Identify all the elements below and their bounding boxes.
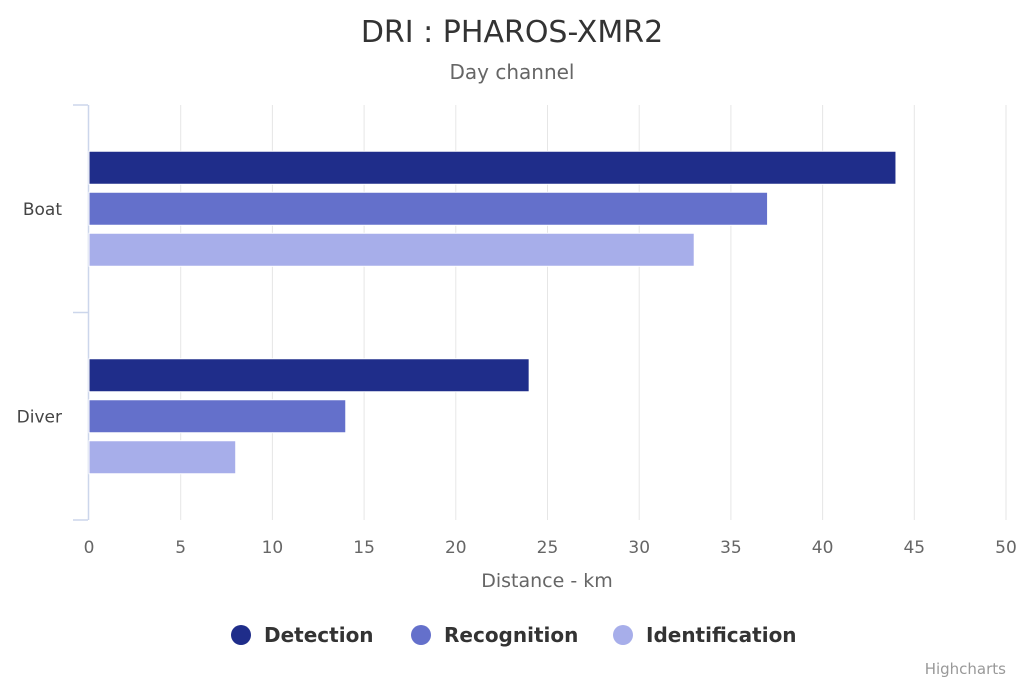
- bar-recognition-diver[interactable]: [88, 399, 347, 434]
- legend-label-identification: Identification: [646, 623, 797, 647]
- x-axis-ticks: 0 5 10 15 20 25 30 35 40 45 50: [84, 538, 1017, 558]
- bar-identification-boat[interactable]: [88, 232, 695, 267]
- legend-item-identification[interactable]: Identification: [613, 623, 797, 647]
- x-tick-label-35: 35: [720, 538, 742, 558]
- category-label-diver: Diver: [17, 407, 62, 427]
- x-tick-label-15: 15: [353, 538, 375, 558]
- chart-title: DRI : PHAROS-XMR2: [361, 15, 663, 50]
- chart-subtitle: Day channel: [450, 60, 575, 84]
- x-tick-label-30: 30: [628, 538, 650, 558]
- x-tick-label-20: 20: [445, 538, 467, 558]
- legend-item-recognition[interactable]: Recognition: [411, 623, 578, 647]
- legend-marker-identification: [613, 625, 633, 645]
- legend: Detection Recognition Identification: [231, 623, 797, 647]
- category-axis: Boat Diver: [17, 104, 90, 521]
- x-tick-label-40: 40: [812, 538, 834, 558]
- legend-marker-recognition: [411, 625, 431, 645]
- x-tick-label-50: 50: [995, 538, 1017, 558]
- bar-identification-diver[interactable]: [88, 440, 237, 475]
- legend-item-detection[interactable]: Detection: [231, 623, 374, 647]
- x-tick-label-10: 10: [262, 538, 284, 558]
- legend-label-detection: Detection: [264, 623, 374, 647]
- x-tick-label-25: 25: [537, 538, 559, 558]
- bars: [88, 150, 897, 475]
- bar-recognition-boat[interactable]: [88, 191, 769, 226]
- x-tick-label-0: 0: [84, 538, 95, 558]
- legend-marker-detection: [231, 625, 251, 645]
- bar-detection-diver[interactable]: [88, 358, 530, 393]
- bar-detection-boat[interactable]: [88, 150, 897, 185]
- x-tick-label-5: 5: [175, 538, 186, 558]
- x-axis-label: Distance - km: [481, 570, 613, 592]
- x-tick-label-45: 45: [903, 538, 925, 558]
- category-label-boat: Boat: [23, 200, 62, 220]
- credits-text[interactable]: Highcharts: [925, 660, 1006, 678]
- legend-label-recognition: Recognition: [444, 623, 578, 647]
